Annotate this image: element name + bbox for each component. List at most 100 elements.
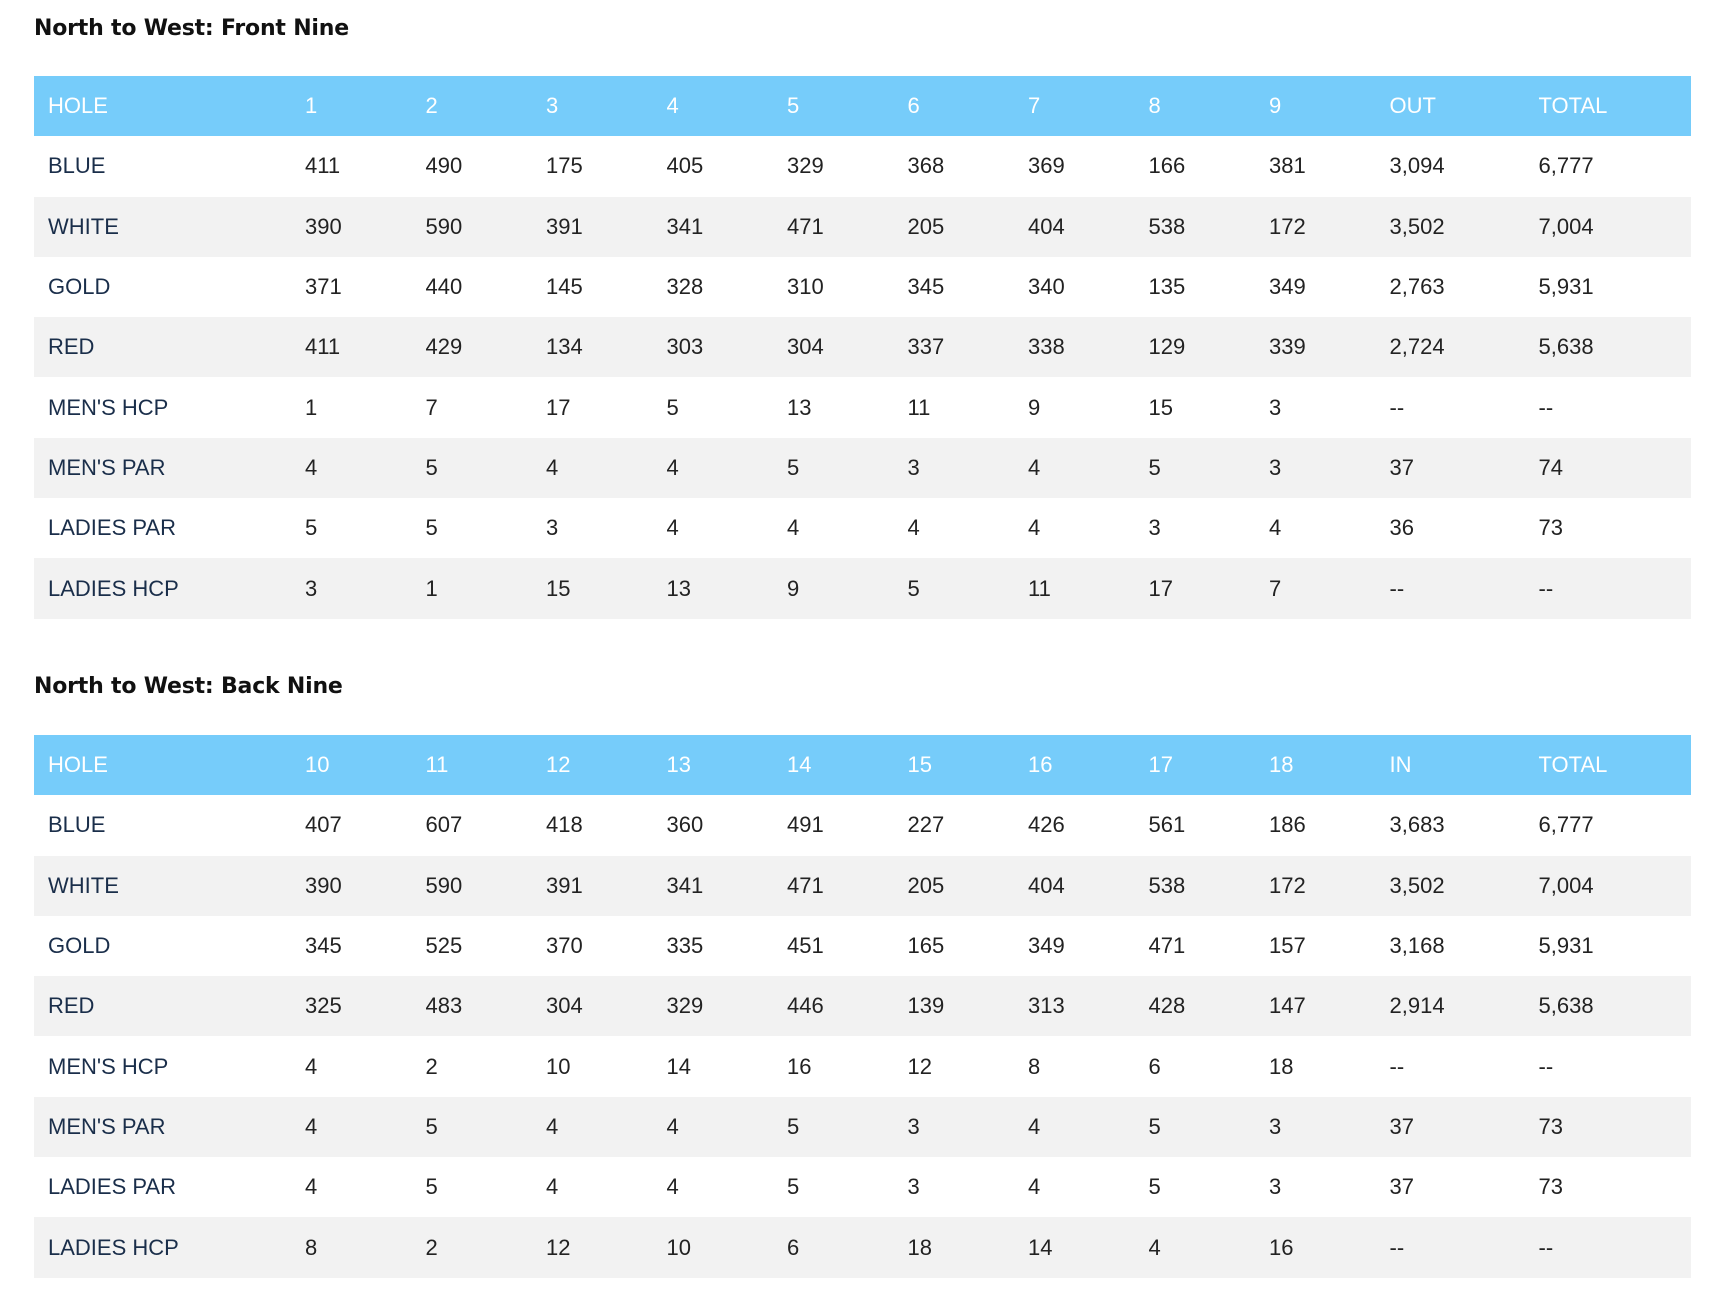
table-cell: 303: [666, 334, 704, 360]
table-row-gold: GOLD 345 525 370 335 451 165 349 471 157 3,168 5,93…: [34, 915, 1691, 977]
table-cell: 73: [1538, 1113, 1563, 1139]
table-cell: 4: [305, 1174, 318, 1200]
table-cell: 129: [1148, 334, 1186, 360]
table-row-white: WHITE 390 590 391 341 471 205 404 538 172 3,502 7,0…: [34, 855, 1691, 916]
table-row-men-s-hcp: MEN'S HCP 1 7 17 5 13 11 9 15 3 -- --: [34, 377, 1691, 438]
table-cell: 368: [907, 153, 945, 179]
table-cell: 135: [1148, 274, 1186, 300]
table-cell: 5,931: [1538, 274, 1594, 300]
table-cell: 407: [305, 812, 342, 838]
table-cell: 2,914: [1389, 993, 1445, 1019]
table-cell: 5: [1148, 1174, 1161, 1200]
table-cell: 5: [305, 515, 318, 541]
table-cell: 337: [907, 334, 945, 360]
table-cell: 525: [425, 933, 463, 959]
table-cell: 139: [907, 993, 945, 1019]
front-nine-section: North to West: Front Nine: [34, 16, 1691, 41]
column-header-1: 1: [305, 93, 318, 119]
table-cell: 3: [546, 515, 559, 541]
row-label: LADIES PAR: [48, 515, 176, 541]
table-row-blue: BLUE 411 490 175 405 329 368 369 166 381 3,094 6,77…: [34, 136, 1691, 197]
table-cell: 3,094: [1389, 153, 1445, 179]
row-label: MEN'S PAR: [48, 1113, 166, 1139]
table-cell: 18: [907, 1234, 932, 1260]
table-cell: 3,683: [1389, 812, 1445, 838]
table-row-red: RED 411 429 134 303 304 337 338 129 339 2,724 5,638: [34, 317, 1691, 378]
table-row-ladies-hcp: LADIES HCP 8 2 12 10 6 18 14 4 16 -- --: [34, 1217, 1691, 1278]
column-header-3: 3: [546, 93, 559, 119]
table-cell: 7: [1269, 575, 1282, 601]
table-row-men-s-par: MEN'S PAR 4 5 4 4 5 3 4 5 3 37 73: [34, 1096, 1691, 1158]
table-cell: 4: [1028, 515, 1041, 541]
row-label: LADIES HCP: [48, 1234, 179, 1260]
column-header-2: 2: [425, 93, 438, 119]
table-cell: 3: [907, 1113, 920, 1139]
table-cell: 8: [1028, 1053, 1041, 1079]
table-cell: 561: [1148, 812, 1186, 838]
table-cell: --: [1389, 1053, 1405, 1079]
table-row-white: WHITE 390 590 391 341 471 205 404 538 172 3,502 7,0…: [34, 196, 1691, 257]
table-cell: 36: [1389, 515, 1414, 541]
row-label: MEN'S PAR: [48, 454, 166, 480]
table-cell: 147: [1269, 993, 1306, 1019]
table-cell: 341: [666, 213, 704, 239]
table-cell: 157: [1269, 933, 1306, 959]
column-header-11: 11: [425, 752, 449, 778]
table-cell: 7,004: [1538, 872, 1594, 898]
table-cell: 471: [1148, 933, 1186, 959]
table-cell: 6: [787, 1234, 800, 1260]
back-nine-section: North to West: Back Nine: [34, 674, 1691, 699]
table-cell: --: [1389, 1234, 1405, 1260]
column-header-4: 4: [666, 93, 679, 119]
table-cell: 73: [1538, 515, 1563, 541]
table-cell: 9: [787, 575, 800, 601]
table-cell: 134: [546, 334, 583, 360]
table-cell: 5: [425, 515, 438, 541]
table-cell: 329: [787, 153, 824, 179]
row-label: RED: [48, 993, 95, 1019]
row-label: LADIES HCP: [48, 575, 179, 601]
table-cell: 429: [425, 334, 463, 360]
table-cell: 491: [787, 812, 824, 838]
table-cell: --: [1538, 394, 1554, 420]
column-header-8: 8: [1148, 93, 1161, 119]
table-row-ladies-par: LADIES PAR 4 5 4 4 5 3 4 5 3 37 73: [34, 1157, 1691, 1218]
table-cell: 12: [907, 1053, 932, 1079]
table-cell: 4: [666, 1113, 679, 1139]
table-cell: 6,777: [1538, 812, 1594, 838]
table-cell: 3: [907, 454, 920, 480]
table-cell: 349: [1028, 933, 1065, 959]
table-cell: 172: [1269, 872, 1306, 898]
table-cell: 304: [546, 993, 583, 1019]
column-header-18: 18: [1269, 752, 1294, 778]
column-header-total: TOTAL: [1538, 752, 1608, 778]
table-cell: 3: [907, 1174, 920, 1200]
table-cell: 10: [666, 1234, 691, 1260]
column-header-10: 10: [305, 752, 330, 778]
table-cell: 7: [425, 394, 438, 420]
column-header-17: 17: [1148, 752, 1173, 778]
table-cell: 411: [305, 153, 341, 179]
table-cell: 335: [666, 933, 704, 959]
table-cell: 4: [1028, 1174, 1041, 1200]
table-cell: 483: [425, 993, 463, 1019]
table-cell: 325: [305, 993, 342, 1019]
table-cell: 446: [787, 993, 824, 1019]
column-header-16: 16: [1028, 752, 1053, 778]
table-cell: 405: [666, 153, 704, 179]
table-cell: 16: [1269, 1234, 1294, 1260]
column-header-hole: HOLE: [48, 752, 108, 778]
table-cell: 37: [1389, 454, 1414, 480]
row-label: RED: [48, 334, 95, 360]
table-cell: 428: [1148, 993, 1186, 1019]
table-cell: 4: [305, 1053, 318, 1079]
table-cell: 2,763: [1389, 274, 1445, 300]
table-cell: 4: [1269, 515, 1282, 541]
table-cell: 5: [1148, 454, 1161, 480]
table-cell: 7,004: [1538, 213, 1594, 239]
front-nine-header: HOLE 1 2 3 4 5 6 7 8 9 OUT TOTAL: [34, 76, 1691, 137]
back-nine-title: North to West: Back Nine: [34, 674, 343, 699]
table-cell: 4: [907, 515, 920, 541]
table-cell: 6,777: [1538, 153, 1594, 179]
column-header-12: 12: [546, 752, 571, 778]
